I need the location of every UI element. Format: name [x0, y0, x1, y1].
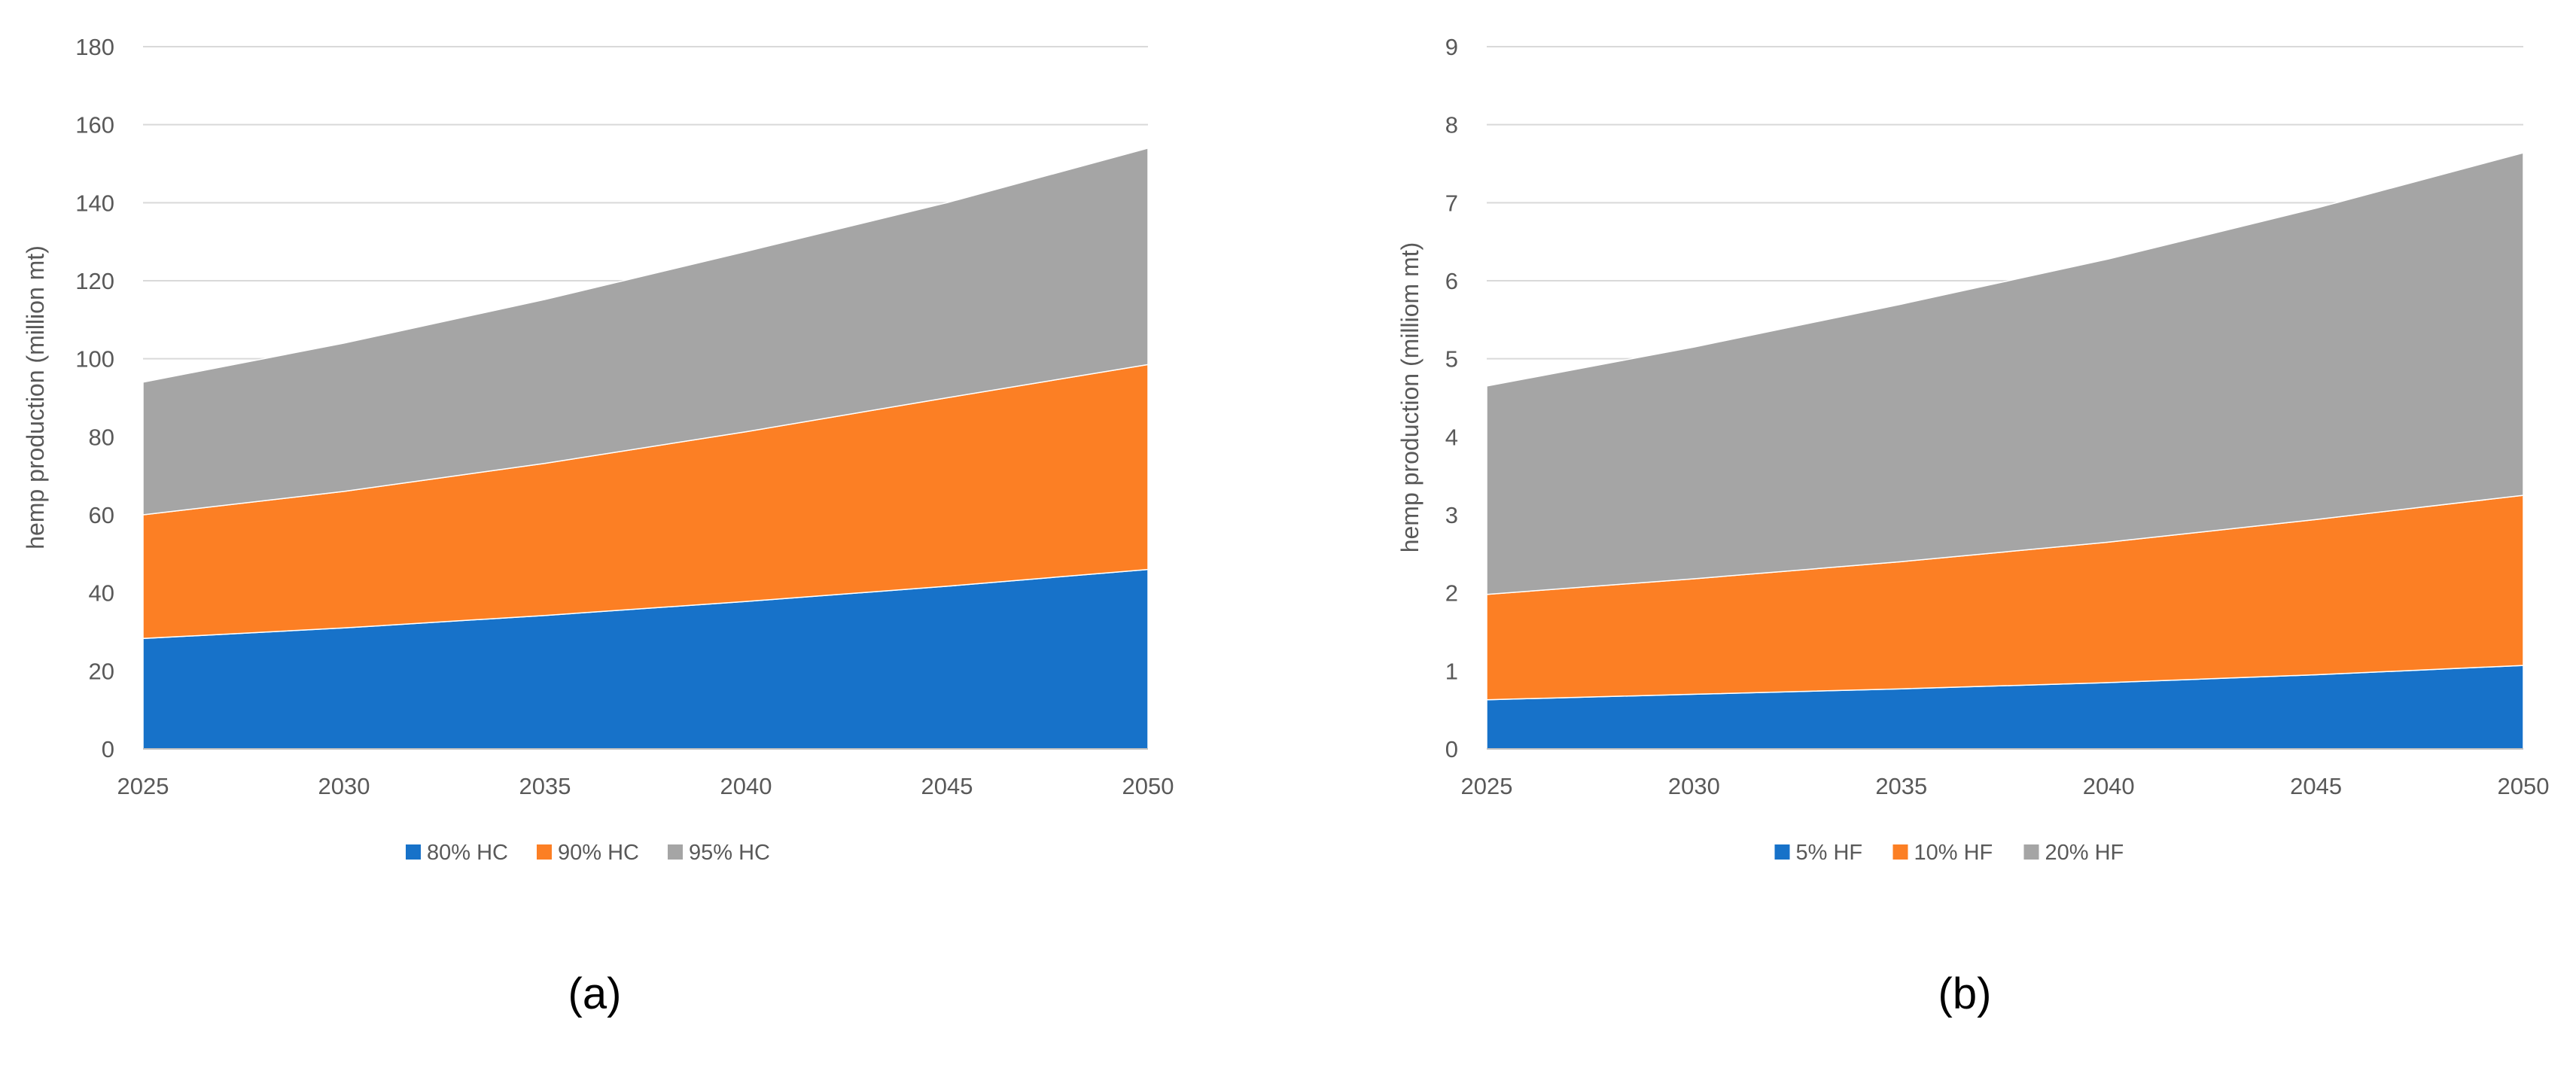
x-tick-label: 2030: [1668, 773, 1720, 799]
x-tick-label: 2045: [921, 773, 973, 799]
legend-swatch: [537, 844, 552, 860]
y-tick-label: 60: [89, 502, 114, 528]
legend: 80% HC 90% HC 95% HC: [406, 841, 770, 865]
legend-swatch: [2023, 844, 2039, 860]
x-tick-label: 2045: [2290, 773, 2342, 799]
x-tick-label: 2050: [2498, 773, 2550, 799]
x-tick-label: 2025: [117, 773, 169, 799]
legend-label: 10% HF: [1914, 841, 1993, 865]
legend-label: 80% HC: [427, 841, 508, 865]
y-tick-label: 9: [1445, 34, 1458, 60]
y-tick-label: 100: [75, 346, 114, 373]
legend-label: 90% HC: [558, 841, 639, 865]
legend-swatch: [1774, 844, 1790, 860]
y-tick-label: 80: [89, 424, 114, 450]
y-tick-label: 180: [75, 34, 114, 60]
panel-caption: (a): [568, 969, 622, 1018]
y-tick-label: 6: [1445, 268, 1458, 294]
chart-b: 0 1 2 3 4 5 6 7 8 9 2025 2030 2035 2040 2045 2050 hemp p…: [1396, 34, 2549, 1018]
y-tick-label: 4: [1445, 424, 1458, 450]
panel-caption: (b): [1938, 969, 1992, 1018]
legend-label: 20% HF: [2045, 841, 2124, 865]
x-tick-label: 2030: [318, 773, 370, 799]
y-tick-label: 1: [1445, 658, 1458, 684]
x-tick-label: 2050: [1122, 773, 1174, 799]
legend-swatch: [668, 844, 683, 860]
legend: 5% HF 10% HF 20% HF: [1774, 841, 2124, 865]
y-axis-label: hemp production (milliom mt): [1396, 242, 1423, 553]
y-tick-label: 40: [89, 580, 114, 607]
y-tick-label: 120: [75, 268, 114, 294]
y-tick-label: 140: [75, 190, 114, 216]
area-20-hfseries: [1486, 152, 2524, 595]
x-tick-label: 2025: [1461, 773, 1513, 799]
y-tick-label: 7: [1445, 190, 1458, 216]
y-tick-label: 3: [1445, 502, 1458, 528]
x-tick-label: 2040: [2083, 773, 2135, 799]
y-tick-label: 0: [1445, 736, 1458, 762]
y-tick-label: 0: [102, 736, 114, 762]
legend-label: 5% HF: [1796, 841, 1863, 865]
legend-swatch: [1892, 844, 1908, 860]
y-tick-label: 20: [89, 658, 114, 684]
x-tick-label: 2035: [519, 773, 571, 799]
y-tick-label: 2: [1445, 580, 1458, 607]
y-axis-label: hemp production (million mt): [22, 245, 49, 549]
area-95-hcseries: [142, 147, 1149, 516]
legend-label: 95% HC: [689, 841, 770, 865]
x-tick-label: 2035: [1875, 773, 1927, 799]
y-tick-label: 160: [75, 112, 114, 138]
y-tick-label: 8: [1445, 112, 1458, 138]
x-tick-label: 2040: [720, 773, 772, 799]
legend-swatch: [406, 844, 421, 860]
y-tick-label: 5: [1445, 346, 1458, 373]
